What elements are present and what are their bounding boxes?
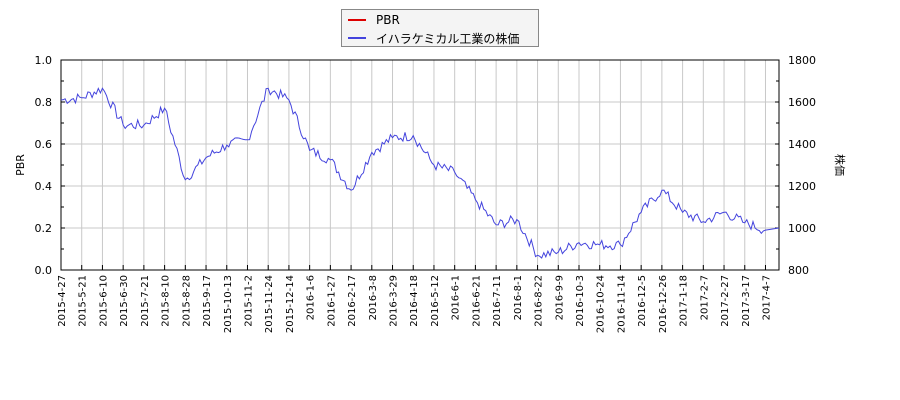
- grid-lines: [61, 60, 779, 270]
- x-tick-label: 2017-3-17: [741, 275, 752, 327]
- x-tick-label: 2016-1-6: [306, 275, 317, 320]
- y-axis-right-title: 株価: [833, 154, 847, 176]
- x-tick-label: 2015-7-21: [140, 275, 151, 327]
- x-tick-label: 2016-8-22: [534, 275, 545, 327]
- x-tick-label: 2017-2-7: [699, 275, 710, 320]
- x-tick-label: 2016-3-8: [368, 275, 379, 320]
- x-tick-label: 2015-11-24: [264, 275, 275, 333]
- x-tick-label: 2016-12-26: [658, 275, 669, 333]
- y2-tick-label: 1400: [788, 138, 816, 151]
- x-tick-label: 2015-12-14: [285, 275, 296, 333]
- x-tick-label: 2015-6-30: [119, 275, 130, 327]
- price-swatch-icon: [348, 37, 366, 39]
- legend: PBR イハラケミカル工業の株価: [341, 9, 539, 47]
- y-tick-label: 1.0: [35, 54, 53, 67]
- x-tick-label: 2016-12-5: [637, 275, 648, 327]
- x-tick-label: 2016-8-1: [513, 275, 524, 320]
- x-tick-label: 2017-2-27: [720, 275, 731, 327]
- y-tick-label: 0.8: [35, 96, 53, 109]
- y2-tick-label: 1200: [788, 180, 816, 193]
- y2-tick-label: 1600: [788, 96, 816, 109]
- legend-label-price: イハラケミカル工業の株価: [376, 31, 520, 46]
- x-tick-label: 2015-5-21: [78, 275, 89, 327]
- x-axis-labels: 2015-4-27 2015-5-21 2015-6-10 2015-6-30 2015…: [57, 275, 772, 333]
- x-tick-label: 2016-9-9: [554, 275, 565, 320]
- x-tick-label: 2016-4-18: [409, 275, 420, 327]
- x-tick-label: 2016-10-24: [596, 275, 607, 333]
- x-tick-label: 2016-10-3: [575, 275, 586, 327]
- x-tick-label: 2015-11-2: [243, 275, 254, 327]
- legend-label-pbr: PBR: [376, 13, 400, 27]
- x-tick-label: 2017-4-7: [761, 275, 772, 320]
- price-series-line: [60, 87, 780, 259]
- x-tick-label: 2016-6-1: [451, 275, 462, 320]
- x-tick-label: 2017-1-18: [679, 275, 690, 327]
- y-tick-label: 0.6: [35, 138, 53, 151]
- y-tick-label: 0.2: [35, 222, 53, 235]
- pbr-swatch-icon: [348, 19, 366, 21]
- y2-tick-label: 1000: [788, 222, 816, 235]
- x-tick-label: 2016-2-17: [347, 275, 358, 327]
- y-tick-label: 0.0: [35, 264, 53, 277]
- y2-tick-label: 800: [788, 264, 809, 277]
- x-tick-label: 2016-6-21: [471, 275, 482, 327]
- y2-tick-label: 1800: [788, 54, 816, 67]
- y-axis-left-title: PBR: [14, 154, 27, 176]
- x-tick-label: 2016-11-14: [616, 275, 627, 333]
- x-tick-label: 2016-1-27: [326, 275, 337, 327]
- legend-item-pbr: PBR: [348, 12, 400, 28]
- x-tick-label: 2016-5-12: [430, 275, 441, 327]
- y-axis-left-labels: 0.0 0.2 0.4 0.6 0.8 1.0: [35, 54, 53, 277]
- y-tick-label: 0.4: [35, 180, 53, 193]
- y-axis-right-labels: 800 1000 1200 1400 1600 1800: [788, 54, 816, 277]
- x-tick-label: 2015-8-10: [161, 275, 172, 327]
- legend-item-price: イハラケミカル工業の株価: [348, 30, 519, 46]
- x-tick-label: 2015-8-28: [181, 275, 192, 327]
- x-tick-label: 2016-3-29: [389, 275, 400, 327]
- x-tick-label: 2015-9-17: [202, 275, 213, 327]
- axis-ticks: [60, 59, 779, 271]
- x-tick-label: 2015-10-13: [223, 275, 234, 333]
- x-tick-label: 2015-4-27: [57, 275, 68, 327]
- x-tick-label: 2016-7-11: [492, 275, 503, 327]
- x-tick-label: 2015-6-10: [98, 275, 109, 327]
- plot-frame: [60, 59, 780, 271]
